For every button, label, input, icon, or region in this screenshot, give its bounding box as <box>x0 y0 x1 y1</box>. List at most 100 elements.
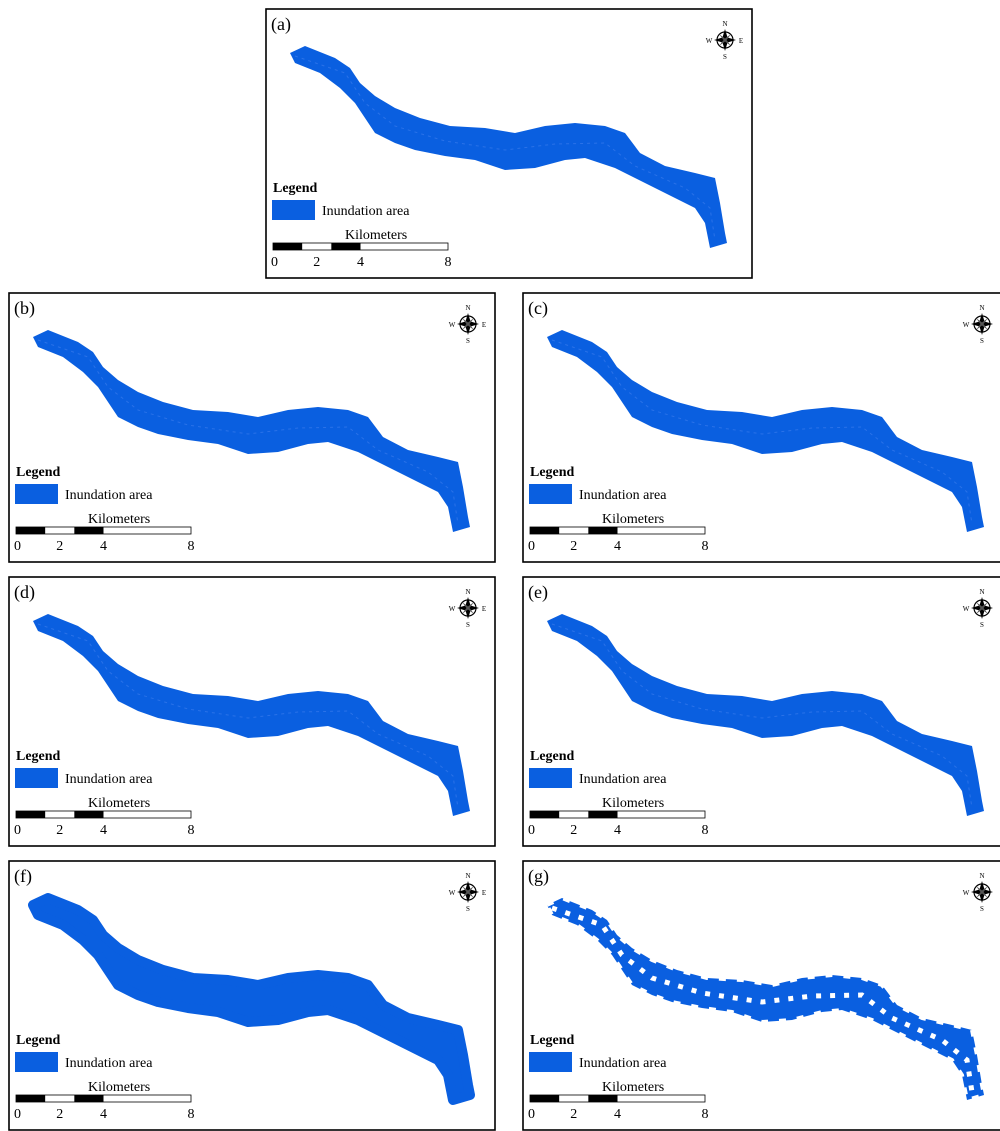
compass-star <box>976 318 988 330</box>
scale-segment <box>588 811 618 818</box>
compass-letter: W <box>963 605 970 613</box>
panel-border <box>8 292 496 563</box>
compass-letter: W <box>963 321 970 329</box>
legend-item: Inundation area <box>579 1056 667 1071</box>
scale-tick-label: 8 <box>702 1107 709 1122</box>
map-panel: (c) N S W Legend Inundation area Kilometers 0 2 4… <box>522 292 1000 563</box>
legend-item: Inundation area <box>579 488 667 503</box>
scale-tick-label: 4 <box>100 1107 107 1122</box>
scale-unit: Kilometers <box>602 512 664 527</box>
compass-letter: W <box>963 889 970 897</box>
legend-swatch <box>15 768 58 788</box>
scale-tick-label: 0 <box>14 823 21 838</box>
panel-label: (f) <box>14 866 32 887</box>
compass-letter: S <box>466 337 470 345</box>
compass-letter: W <box>449 321 456 329</box>
scale-segment <box>16 527 46 534</box>
map-panel: (f) N S W E Legend Inundation area Kilometers 0 2… <box>8 860 496 1131</box>
legend-title: Legend <box>530 749 575 764</box>
compass-letter: N <box>465 588 470 596</box>
compass-letter: S <box>466 621 470 629</box>
scale-segment <box>588 527 618 534</box>
legend-item: Inundation area <box>322 204 410 219</box>
scale-tick-label: 8 <box>188 823 195 838</box>
scale-segment <box>74 1095 104 1102</box>
legend-swatch <box>529 768 572 788</box>
compass-letter: E <box>739 37 743 45</box>
scale-tick-label: 0 <box>528 823 535 838</box>
scale-tick-label: 2 <box>313 255 320 270</box>
scale-segment <box>74 811 104 818</box>
scale-segment <box>331 243 361 250</box>
scale-unit: Kilometers <box>602 796 664 811</box>
panel-label: (g) <box>528 866 549 887</box>
scale-tick-label: 4 <box>614 1107 621 1122</box>
scale-tick-label: 2 <box>570 539 577 554</box>
scale-segment <box>530 527 560 534</box>
compass-letter: N <box>465 872 470 880</box>
legend-swatch <box>15 484 58 504</box>
compass-letter: N <box>465 304 470 312</box>
compass-star <box>976 886 988 898</box>
scale-segment <box>530 811 560 818</box>
legend-item: Inundation area <box>579 772 667 787</box>
scale-segment <box>530 1095 560 1102</box>
compass-star <box>976 602 988 614</box>
scale-unit: Kilometers <box>88 1080 150 1095</box>
legend-title: Legend <box>16 465 61 480</box>
panel-border <box>265 8 753 279</box>
scale-tick-label: 0 <box>528 1107 535 1122</box>
compass-star <box>462 602 474 614</box>
compass-letter: W <box>706 37 713 45</box>
map-panel: (b) N S W E Legend Inundation area Kilometers 0 2… <box>8 292 496 563</box>
compass-letter: S <box>980 621 984 629</box>
legend-swatch <box>15 1052 58 1072</box>
panel-label: (d) <box>14 582 35 603</box>
legend-swatch <box>529 1052 572 1072</box>
compass-letter: N <box>979 872 984 880</box>
panel-border <box>8 576 496 847</box>
compass-letter: E <box>482 889 486 897</box>
scale-segment <box>74 527 104 534</box>
scale-tick-label: 0 <box>528 539 535 554</box>
map-panel: (e) N S W Legend Inundation area Kilometers 0 2 4… <box>522 576 1000 847</box>
scale-unit: Kilometers <box>602 1080 664 1095</box>
map-panel: (a) N S W E Legend Inundation area Kilometers 0 2… <box>265 8 753 279</box>
compass-letter: W <box>449 605 456 613</box>
panel-border <box>522 576 1000 847</box>
scale-segment <box>16 1095 46 1102</box>
panel-border <box>522 292 1000 563</box>
panel-label: (b) <box>14 298 35 319</box>
map-panel: (d) N S W E Legend Inundation area Kilometers 0 2… <box>8 576 496 847</box>
scale-unit: Kilometers <box>88 796 150 811</box>
scale-tick-label: 4 <box>100 823 107 838</box>
scale-tick-label: 4 <box>614 539 621 554</box>
scale-tick-label: 0 <box>271 255 278 270</box>
legend-title: Legend <box>530 1033 575 1048</box>
scale-tick-label: 8 <box>702 823 709 838</box>
compass-letter: W <box>449 889 456 897</box>
compass-letter: S <box>980 905 984 913</box>
scale-unit: Kilometers <box>345 228 407 243</box>
compass-letter: N <box>722 20 727 28</box>
scale-segment <box>588 1095 618 1102</box>
scale-tick-label: 4 <box>100 539 107 554</box>
compass-letter: S <box>723 53 727 61</box>
scale-tick-label: 0 <box>14 1107 21 1122</box>
scale-tick-label: 8 <box>445 255 452 270</box>
scale-tick-label: 8 <box>188 1107 195 1122</box>
panel-label: (a) <box>271 14 291 35</box>
legend-item: Inundation area <box>65 1056 153 1071</box>
scale-tick-label: 8 <box>188 539 195 554</box>
legend-title: Legend <box>530 465 575 480</box>
compass-letter: N <box>979 304 984 312</box>
compass-star <box>462 318 474 330</box>
legend-title: Legend <box>16 749 61 764</box>
scale-segment <box>273 243 303 250</box>
scale-tick-label: 0 <box>14 539 21 554</box>
compass-letter: N <box>979 588 984 596</box>
compass-letter: E <box>482 321 486 329</box>
legend-item: Inundation area <box>65 488 153 503</box>
scale-tick-label: 2 <box>570 1107 577 1122</box>
scale-tick-label: 8 <box>702 539 709 554</box>
